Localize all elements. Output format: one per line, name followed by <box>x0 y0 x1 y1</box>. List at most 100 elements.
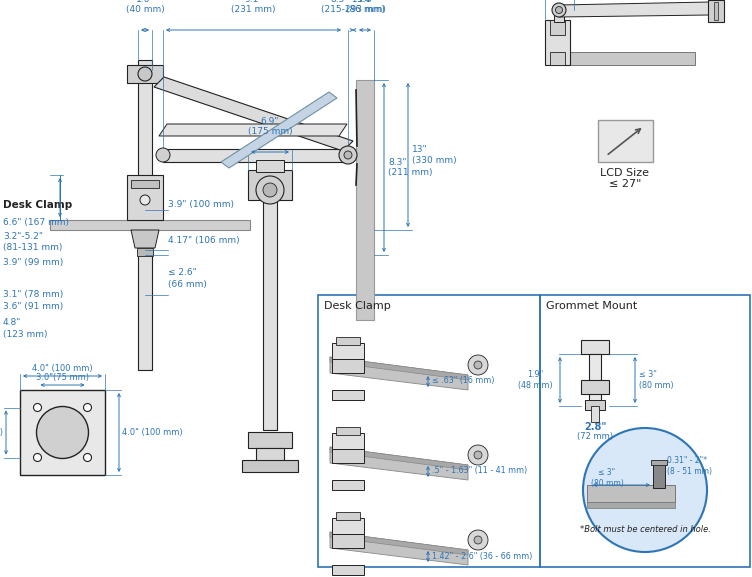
Bar <box>137 248 153 256</box>
Bar <box>163 149 348 162</box>
Circle shape <box>474 361 482 369</box>
Circle shape <box>468 445 488 465</box>
Bar <box>554 10 564 22</box>
Text: 8.3"
(211 mm): 8.3" (211 mm) <box>388 158 432 177</box>
Circle shape <box>552 3 566 17</box>
Bar <box>651 460 667 465</box>
Bar <box>131 180 159 188</box>
Text: 6.9"
(175 mm): 6.9" (175 mm) <box>247 117 293 136</box>
Polygon shape <box>545 52 695 65</box>
Polygon shape <box>330 532 468 555</box>
Bar <box>248 170 292 200</box>
Text: 4.17" (106 mm): 4.17" (106 mm) <box>168 236 240 245</box>
Circle shape <box>37 407 89 459</box>
Bar <box>248 432 292 448</box>
Bar <box>127 65 163 83</box>
Bar <box>581 380 609 394</box>
Polygon shape <box>550 20 565 35</box>
Circle shape <box>156 148 170 162</box>
Circle shape <box>556 6 562 13</box>
Bar <box>714 2 718 20</box>
Circle shape <box>344 151 352 159</box>
Circle shape <box>583 428 707 552</box>
Text: 6.6" (167 mm): 6.6" (167 mm) <box>3 218 69 227</box>
Bar <box>332 359 364 373</box>
Bar <box>591 406 599 422</box>
Bar <box>256 160 284 172</box>
Text: 3.1" (78 mm): 3.1" (78 mm) <box>3 290 63 299</box>
Circle shape <box>138 67 152 81</box>
Text: .5" - 1.63" (11 - 41 mm): .5" - 1.63" (11 - 41 mm) <box>432 466 527 475</box>
Bar <box>242 460 298 472</box>
Bar <box>653 462 665 488</box>
Polygon shape <box>159 124 347 136</box>
Circle shape <box>83 454 92 462</box>
Polygon shape <box>550 52 565 65</box>
Text: 3.0"(75 mm): 3.0"(75 mm) <box>0 428 3 437</box>
Text: 1.42" - 2.6" (36 - 66 mm): 1.42" - 2.6" (36 - 66 mm) <box>432 552 532 560</box>
Polygon shape <box>545 20 570 65</box>
Polygon shape <box>587 502 675 508</box>
Text: ≤ 27": ≤ 27" <box>609 179 641 189</box>
Bar <box>318 295 540 567</box>
Circle shape <box>468 530 488 550</box>
Text: 1.9"
(48 mm): 1.9" (48 mm) <box>517 370 552 390</box>
Polygon shape <box>131 230 159 248</box>
Text: (66 mm): (66 mm) <box>168 280 207 289</box>
Circle shape <box>256 176 284 204</box>
Text: 2.8": 2.8" <box>584 422 606 432</box>
Text: ≤ .63" (16 mm): ≤ .63" (16 mm) <box>432 377 495 385</box>
Bar <box>332 480 364 490</box>
Circle shape <box>474 536 482 544</box>
Bar <box>336 427 360 435</box>
Bar <box>332 390 364 400</box>
Bar <box>332 433 364 449</box>
Text: 9.1"
(231 mm): 9.1" (231 mm) <box>232 0 276 14</box>
Text: 3.4"
(86 mm): 3.4" (86 mm) <box>346 0 384 14</box>
Text: 3.9" (100 mm): 3.9" (100 mm) <box>168 200 234 209</box>
Bar <box>256 448 284 462</box>
Bar <box>336 512 360 520</box>
Bar <box>581 340 609 354</box>
Bar <box>127 175 163 220</box>
Text: 3.9" (99 mm): 3.9" (99 mm) <box>3 258 63 267</box>
Polygon shape <box>330 447 468 470</box>
Polygon shape <box>330 357 468 380</box>
Polygon shape <box>330 532 468 565</box>
Bar <box>708 0 724 22</box>
Bar <box>336 337 360 345</box>
Text: 8.5"-11.5"
(215-293 mm): 8.5"-11.5" (215-293 mm) <box>320 0 386 14</box>
Text: (81-131 mm): (81-131 mm) <box>3 243 62 252</box>
Bar <box>332 534 364 548</box>
Text: ≤ 3"
(80 mm): ≤ 3" (80 mm) <box>590 468 623 488</box>
Text: 3.2"-5.2": 3.2"-5.2" <box>3 232 43 241</box>
Bar <box>585 400 605 410</box>
Text: 1.6"
(40 mm): 1.6" (40 mm) <box>126 0 165 14</box>
Circle shape <box>140 195 150 205</box>
Bar <box>589 354 601 406</box>
Circle shape <box>83 403 92 411</box>
Circle shape <box>468 355 488 375</box>
Circle shape <box>34 454 41 462</box>
Circle shape <box>474 451 482 459</box>
Text: 4.0" (100 mm): 4.0" (100 mm) <box>32 364 92 373</box>
Text: Desk Clamp: Desk Clamp <box>3 200 72 210</box>
Text: 3.0"(75 mm): 3.0"(75 mm) <box>36 373 89 382</box>
Text: 4.8": 4.8" <box>3 318 21 327</box>
Bar <box>263 200 277 430</box>
Text: LCD Size: LCD Size <box>601 168 650 178</box>
Text: ≤ 2.6": ≤ 2.6" <box>168 268 197 277</box>
Text: *Bolt must be centered in hole.: *Bolt must be centered in hole. <box>580 525 711 534</box>
Bar <box>540 295 750 567</box>
Text: (123 mm): (123 mm) <box>3 330 47 339</box>
Bar <box>332 565 364 575</box>
Polygon shape <box>330 357 468 390</box>
Text: Grommet Mount: Grommet Mount <box>546 301 637 311</box>
Text: ≤ 3"
(80 mm): ≤ 3" (80 mm) <box>639 370 674 390</box>
Bar <box>20 390 105 475</box>
Circle shape <box>34 403 41 411</box>
Text: 13"
(330 mm): 13" (330 mm) <box>412 145 456 164</box>
Circle shape <box>339 146 357 164</box>
Bar <box>332 449 364 463</box>
Bar <box>332 343 364 359</box>
